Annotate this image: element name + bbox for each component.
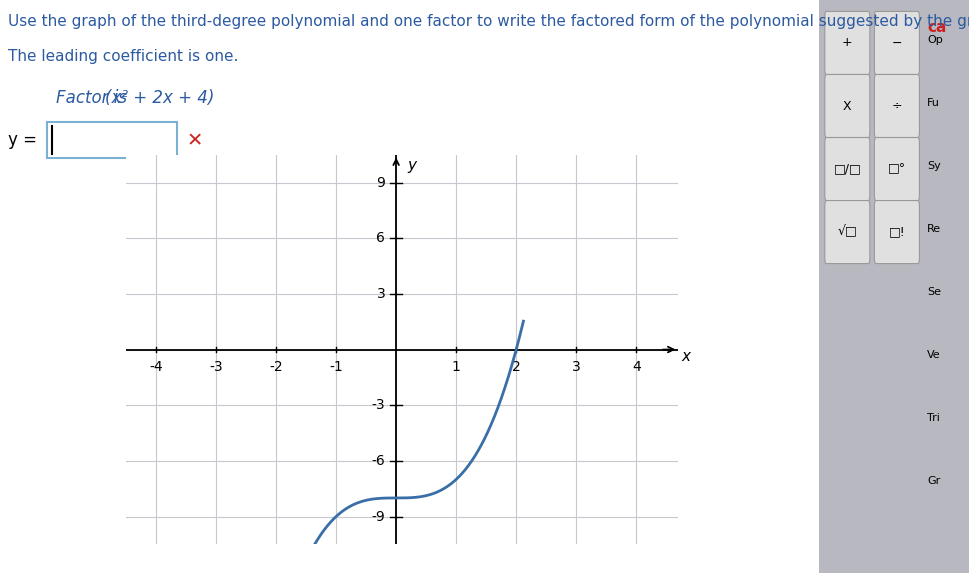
Text: Se: Se (927, 287, 941, 297)
Text: -9: -9 (371, 509, 386, 524)
Text: −: − (891, 37, 902, 49)
FancyBboxPatch shape (825, 74, 870, 138)
Text: (x² + 2x + 4): (x² + 2x + 4) (105, 89, 214, 107)
Text: -2: -2 (269, 360, 283, 374)
Text: -3: -3 (372, 398, 386, 412)
FancyBboxPatch shape (825, 201, 870, 264)
Text: +: + (842, 37, 853, 49)
Text: ✕: ✕ (186, 131, 203, 151)
FancyBboxPatch shape (874, 201, 920, 264)
FancyBboxPatch shape (825, 138, 870, 201)
Text: □°: □° (888, 163, 906, 175)
Text: 4: 4 (632, 360, 641, 374)
FancyBboxPatch shape (825, 11, 870, 74)
Text: 3: 3 (572, 360, 580, 374)
Text: Gr: Gr (927, 476, 940, 486)
Text: 6: 6 (376, 231, 386, 245)
FancyBboxPatch shape (874, 11, 920, 74)
Text: Use the graph of the third-degree polynomial and one factor to write the factore: Use the graph of the third-degree polyno… (8, 14, 969, 29)
Text: Re: Re (927, 224, 941, 234)
Text: The leading coefficient is one.: The leading coefficient is one. (8, 49, 238, 64)
Text: ca: ca (927, 20, 947, 35)
Text: y: y (407, 158, 416, 174)
Text: ÷: ÷ (891, 100, 902, 112)
Text: x: x (681, 348, 690, 363)
Text: y =: y = (8, 131, 42, 150)
Text: X: X (843, 100, 852, 112)
Text: √□: √□ (837, 226, 858, 238)
Text: -3: -3 (209, 360, 223, 374)
Text: □/□: □/□ (833, 163, 861, 175)
Text: Op: Op (927, 35, 943, 45)
Text: -1: -1 (329, 360, 343, 374)
Text: □!: □! (889, 226, 905, 238)
Text: Fu: Fu (927, 98, 940, 108)
Text: Factor is: Factor is (56, 89, 133, 107)
Text: -6: -6 (371, 454, 386, 468)
Text: 3: 3 (377, 287, 386, 301)
FancyBboxPatch shape (874, 138, 920, 201)
Text: Ve: Ve (927, 350, 941, 360)
Text: Tri: Tri (927, 413, 940, 423)
Text: 1: 1 (452, 360, 460, 374)
Text: Sy: Sy (927, 161, 941, 171)
Text: 2: 2 (512, 360, 520, 374)
Text: 9: 9 (376, 175, 386, 190)
Text: -4: -4 (149, 360, 163, 374)
FancyBboxPatch shape (874, 74, 920, 138)
